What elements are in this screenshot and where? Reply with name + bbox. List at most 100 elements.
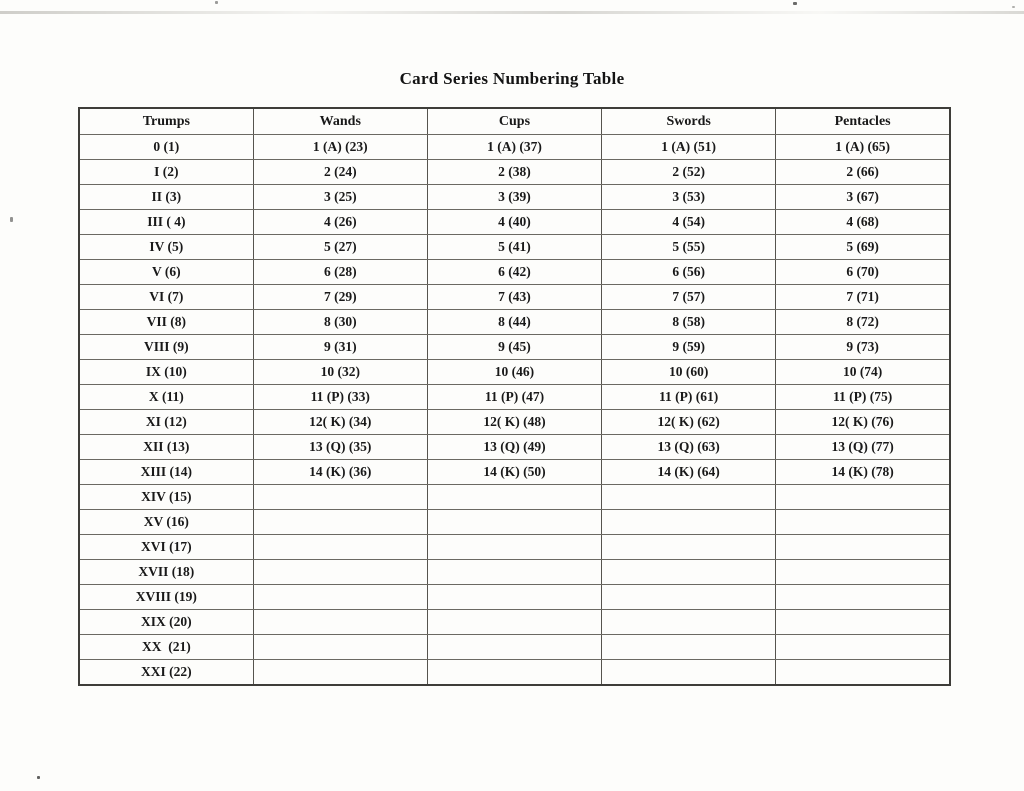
- table-cell: 14 (K) (36): [252, 459, 428, 485]
- table-cell: 1 (A) (65): [775, 134, 951, 160]
- table-row: VIII (9) 9 (31) 9 (45) 9 (59) 9 (73): [78, 334, 951, 360]
- table-cell: 12( K) (48): [426, 409, 603, 435]
- table-cell: 11 (P) (47): [426, 384, 603, 410]
- trump-cell: VII (8): [78, 309, 254, 335]
- table-cell: 12( K) (62): [601, 409, 777, 435]
- table-cell: 9 (31): [252, 334, 428, 360]
- trump-cell: VI (7): [78, 284, 254, 310]
- trump-cell: XIV (15): [78, 484, 254, 510]
- trump-cell: XV (16): [78, 509, 254, 535]
- table-cell: [426, 609, 603, 635]
- table-body: 0 (1) 1 (A) (23) 1 (A) (37) 1 (A) (51) 1 (A)…: [78, 134, 951, 686]
- table-header-row: Trumps Wands Cups Swords Pentacles: [78, 107, 951, 135]
- table-cell: 2 (24): [252, 159, 428, 185]
- table-cell: 6 (42): [426, 259, 603, 285]
- table-cell: [426, 534, 603, 560]
- trump-cell: XVIII (19): [78, 584, 254, 610]
- scan-artifact-speck: [793, 2, 797, 5]
- table-cell: 10 (60): [601, 359, 777, 385]
- table-cell: 5 (69): [775, 234, 951, 260]
- table-row: II (3) 3 (25) 3 (39) 3 (53) 3 (67): [78, 184, 951, 210]
- table-cell: 10 (32): [252, 359, 428, 385]
- table-row: V (6) 6 (28) 6 (42) 6 (56) 6 (70): [78, 259, 951, 285]
- table-cell: [601, 634, 777, 660]
- table-cell: [775, 634, 951, 660]
- table-cell: [775, 534, 951, 560]
- table-row: XIII (14) 14 (K) (36) 14 (K) (50) 14 (K) (6…: [78, 459, 951, 485]
- table-cell: [601, 609, 777, 635]
- table-cell: 4 (54): [601, 209, 777, 235]
- table-cell: 7 (43): [426, 284, 603, 310]
- table-cell: 3 (25): [252, 184, 428, 210]
- table-cell: 6 (28): [252, 259, 428, 285]
- table-cell: [426, 634, 603, 660]
- table-cell: 7 (29): [252, 284, 428, 310]
- table-cell: [601, 559, 777, 585]
- table-row: XVII (18): [78, 559, 951, 585]
- table-cell: [775, 584, 951, 610]
- table-cell: 5 (27): [252, 234, 428, 260]
- table-cell: [775, 609, 951, 635]
- table-cell: [601, 584, 777, 610]
- table-cell: 14 (K) (50): [426, 459, 603, 485]
- table-cell: 7 (57): [601, 284, 777, 310]
- card-series-table: Trumps Wands Cups Swords Pentacles 0 (1) 1 (A…: [78, 107, 951, 686]
- trump-cell: XII (13): [78, 434, 254, 460]
- table-cell: [426, 659, 603, 686]
- table-cell: 3 (39): [426, 184, 603, 210]
- table-cell: 12( K) (76): [775, 409, 951, 435]
- table-cell: 2 (66): [775, 159, 951, 185]
- table-cell: 9 (73): [775, 334, 951, 360]
- table-cell: [252, 584, 428, 610]
- table-cell: 8 (72): [775, 309, 951, 335]
- table-cell: 2 (38): [426, 159, 603, 185]
- table-cell: 12( K) (34): [252, 409, 428, 435]
- scan-artifact-speck: [10, 217, 13, 222]
- trump-cell: IV (5): [78, 234, 254, 260]
- table-cell: [601, 534, 777, 560]
- trump-cell: XIII (14): [78, 459, 254, 485]
- table-cell: 1 (A) (51): [601, 134, 777, 160]
- trump-cell: XIX (20): [78, 609, 254, 635]
- table-cell: 8 (58): [601, 309, 777, 335]
- table-cell: 3 (67): [775, 184, 951, 210]
- trump-cell: III ( 4): [78, 209, 254, 235]
- table-head: Trumps Wands Cups Swords Pentacles: [78, 107, 951, 135]
- table-row: IX (10) 10 (32) 10 (46) 10 (60) 10 (74): [78, 359, 951, 385]
- table-cell: [252, 509, 428, 535]
- table-cell: [252, 534, 428, 560]
- table-cell: 13 (Q) (63): [601, 434, 777, 460]
- table-cell: [252, 659, 428, 686]
- table-row: XXI (22): [78, 659, 951, 686]
- table-row: XIV (15): [78, 484, 951, 510]
- table-row: XX (21): [78, 634, 951, 660]
- table-cell: [252, 634, 428, 660]
- table-cell: [426, 484, 603, 510]
- table-row: XI (12) 12( K) (34) 12( K) (48) 12( K) (62)…: [78, 409, 951, 435]
- table-cell: [601, 659, 777, 686]
- table-cell: 3 (53): [601, 184, 777, 210]
- table-cell: 7 (71): [775, 284, 951, 310]
- scan-artifact-speck: [1012, 6, 1015, 8]
- table-row: XVIII (19): [78, 584, 951, 610]
- table-cell: 9 (45): [426, 334, 603, 360]
- table-cell: 10 (46): [426, 359, 603, 385]
- trump-cell: XI (12): [78, 409, 254, 435]
- table-cell: 13 (Q) (77): [775, 434, 951, 460]
- table-row: IV (5) 5 (27) 5 (41) 5 (55) 5 (69): [78, 234, 951, 260]
- table-row: XV (16): [78, 509, 951, 535]
- trump-cell: VIII (9): [78, 334, 254, 360]
- table-cell: 11 (P) (33): [252, 384, 428, 410]
- trump-cell: XXI (22): [78, 659, 254, 686]
- table-row: XIX (20): [78, 609, 951, 635]
- table-cell: [775, 559, 951, 585]
- table-cell: 1 (A) (23): [252, 134, 428, 160]
- table-cell: [426, 559, 603, 585]
- table-cell: [426, 584, 603, 610]
- table-cell: 4 (26): [252, 209, 428, 235]
- trump-cell: II (3): [78, 184, 254, 210]
- table-row: III ( 4) 4 (26) 4 (40) 4 (54) 4 (68): [78, 209, 951, 235]
- trump-cell: V (6): [78, 259, 254, 285]
- table-cell: [775, 509, 951, 535]
- page-title: Card Series Numbering Table: [399, 69, 625, 88]
